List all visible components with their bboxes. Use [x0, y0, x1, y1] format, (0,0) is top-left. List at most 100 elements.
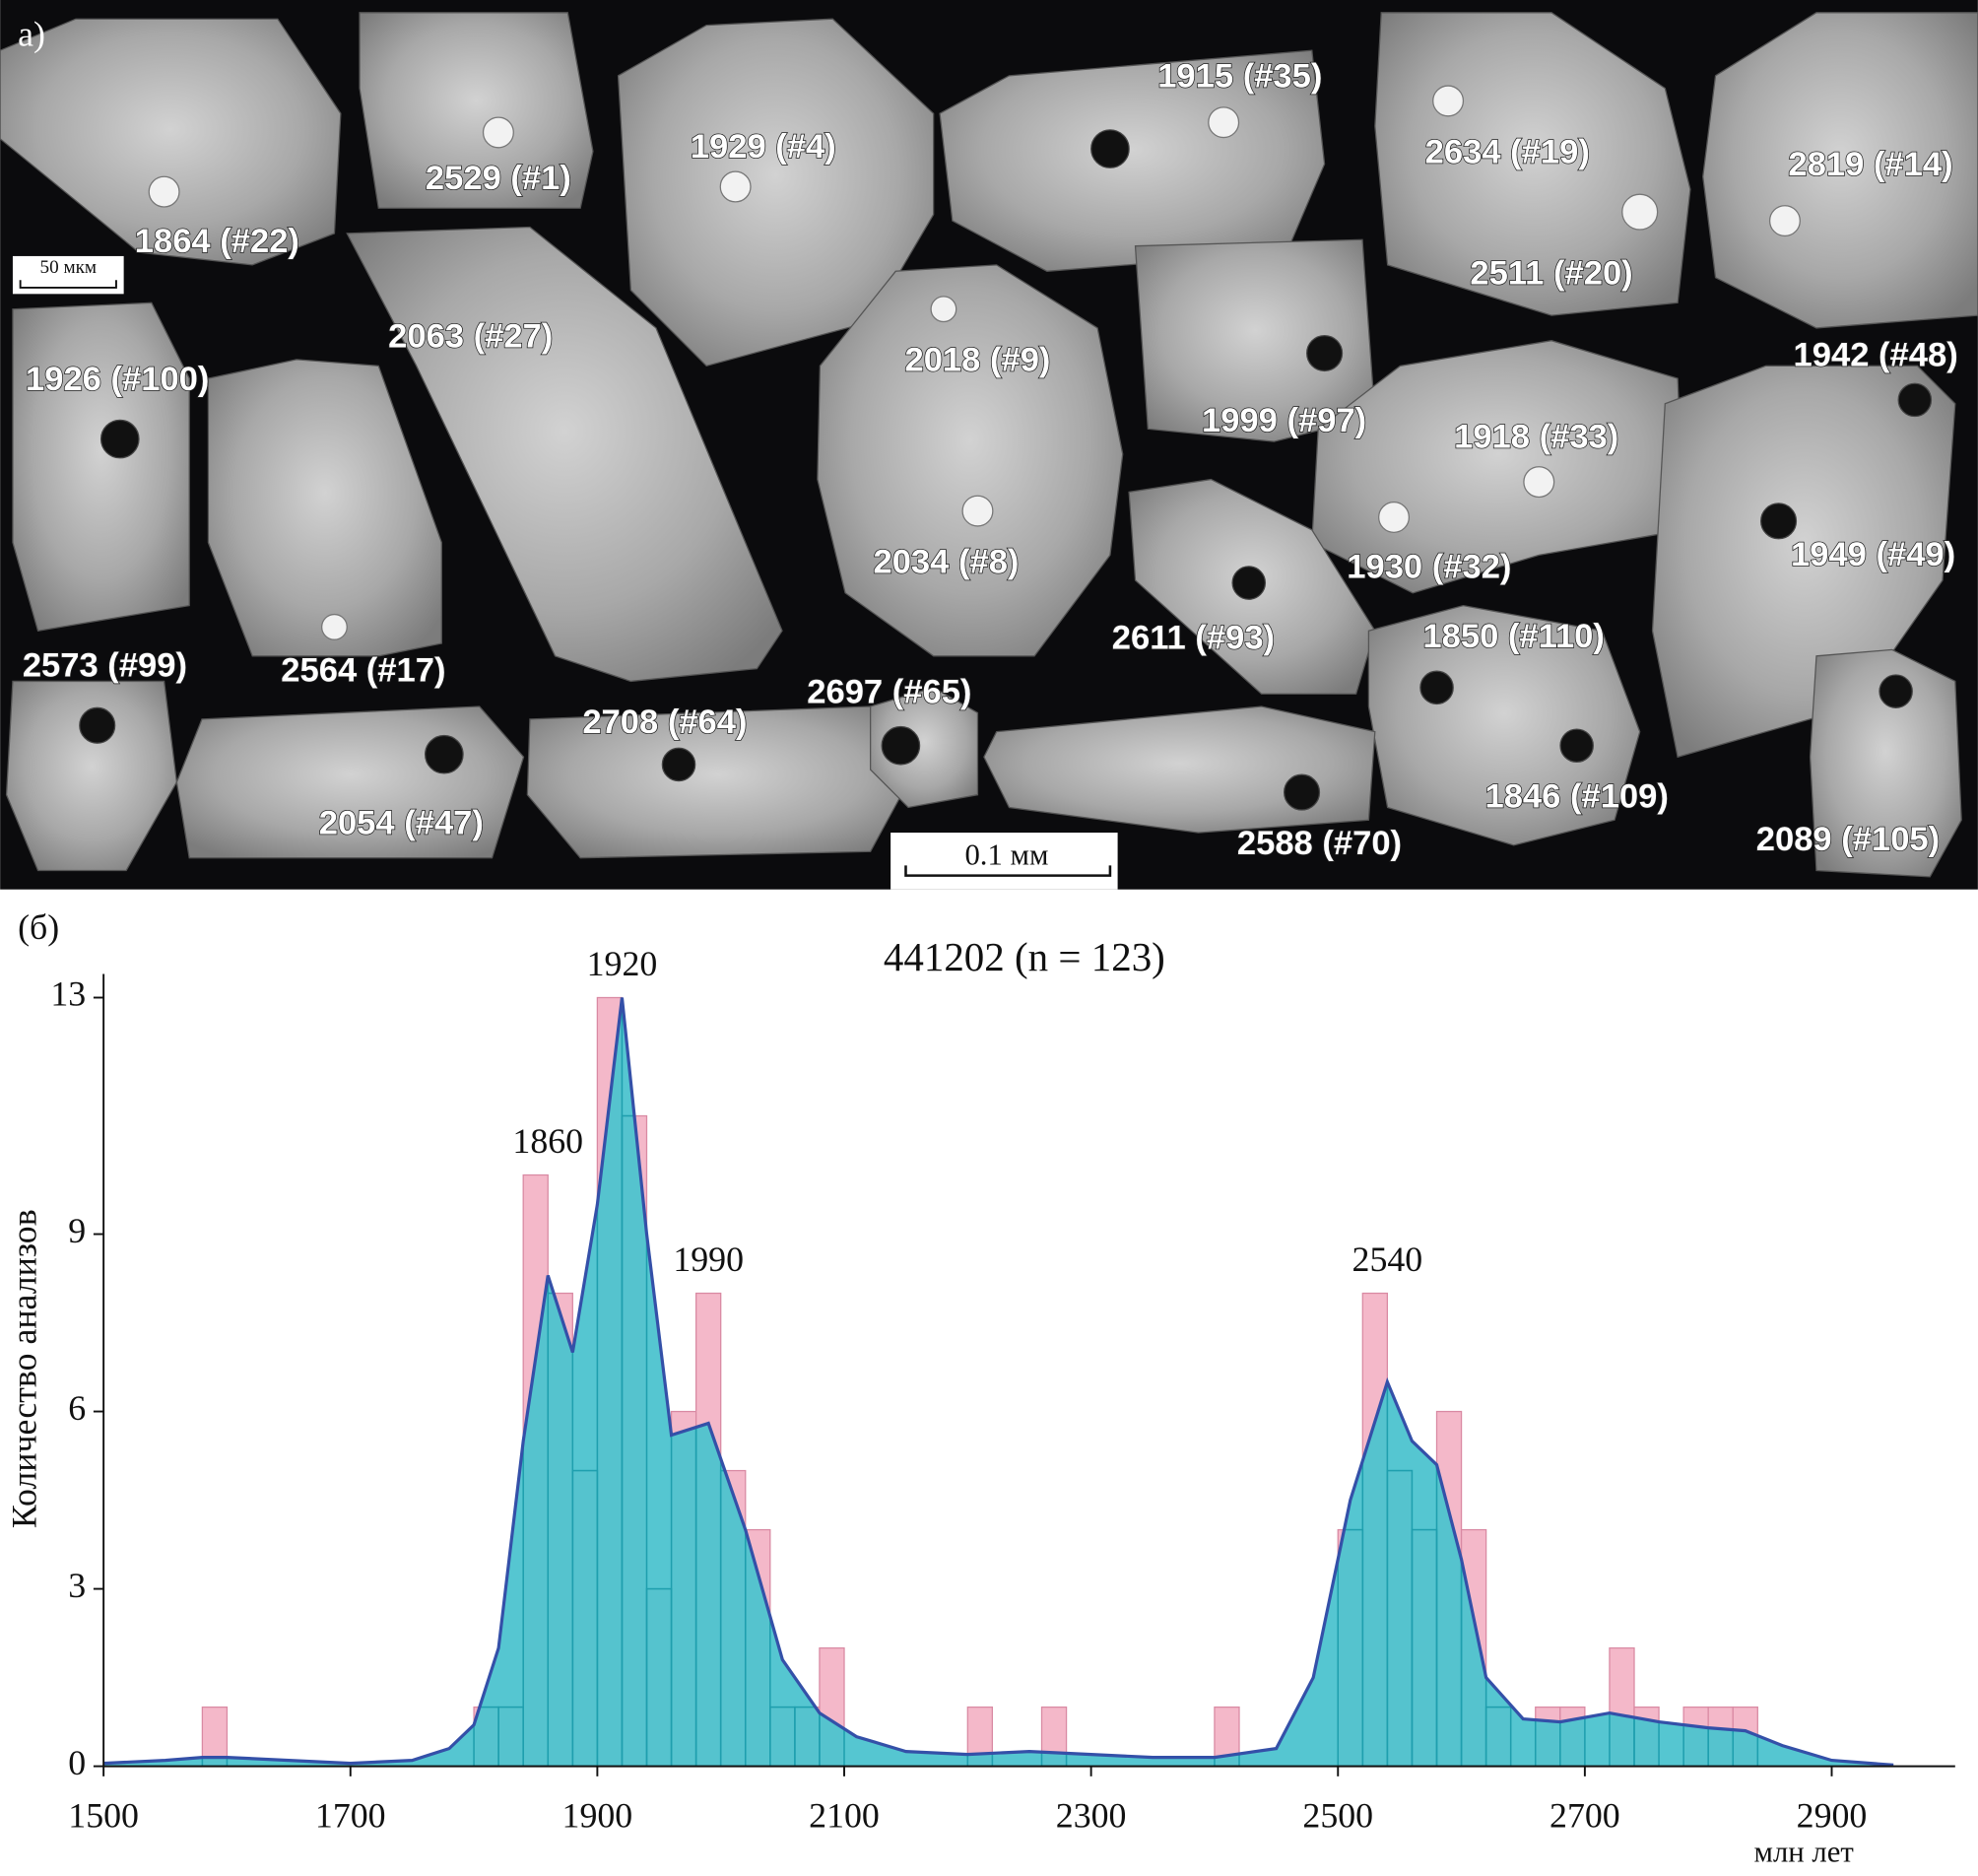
pit — [1419, 670, 1454, 705]
spot — [1523, 466, 1555, 499]
x-tick-label: 2700 — [1549, 1796, 1620, 1836]
y-tick-label: 13 — [50, 974, 86, 1014]
grain — [939, 49, 1326, 272]
pit — [1090, 129, 1130, 168]
grain-label: 2611 (#93) — [1112, 619, 1275, 656]
x-tick-label: 2500 — [1302, 1796, 1373, 1836]
spot — [148, 175, 180, 208]
chart-title: 441202 (n = 123) — [884, 934, 1165, 979]
y-tick-label: 9 — [68, 1211, 86, 1250]
pit — [1231, 566, 1267, 600]
grain — [207, 359, 442, 657]
x-axis-title: млн лет — [1754, 1835, 1854, 1868]
pit — [1283, 773, 1321, 811]
grain-label: 1942 (#48) — [1794, 336, 1958, 373]
spot — [1768, 205, 1801, 237]
y-tick-label: 6 — [68, 1388, 86, 1428]
x-tick-label: 1900 — [562, 1796, 633, 1836]
spot — [719, 170, 752, 203]
grain-label: 2511 (#20) — [1470, 254, 1632, 292]
grain-label: 1846 (#109) — [1484, 778, 1668, 816]
pit — [661, 747, 696, 782]
histogram-panel: (б) 441202 (n = 123) Количество анализов… — [5, 907, 1955, 1868]
grain — [346, 226, 783, 683]
spot — [1378, 501, 1411, 533]
grain — [5, 680, 178, 872]
spot — [961, 495, 994, 527]
grain — [1809, 648, 1962, 878]
grain-label: 1926 (#100) — [26, 361, 209, 398]
pit — [425, 734, 464, 774]
grain — [0, 18, 342, 266]
spot — [930, 296, 957, 323]
grain-label: 2634 (#19) — [1425, 133, 1590, 170]
pit — [1897, 382, 1933, 418]
grain — [617, 18, 935, 368]
scale-bar-box — [890, 833, 1118, 890]
spot — [1208, 106, 1240, 139]
peak-label: 1920 — [587, 944, 658, 983]
grain-labels: 2529 (#1) 1864 (#22) 1929 (#4) 1915 (#35) 26… — [22, 57, 1958, 863]
grain — [869, 687, 979, 809]
grain-label: 2529 (#1) — [426, 160, 571, 197]
scale-bar — [904, 865, 1112, 877]
density-area — [103, 997, 1894, 1767]
pit — [79, 706, 116, 744]
grain-label: 1929 (#4) — [691, 128, 836, 166]
grain — [983, 705, 1376, 834]
grain-label: 1915 (#35) — [1157, 58, 1322, 96]
bright-spots — [148, 85, 1801, 640]
grain-label: 1930 (#32) — [1347, 549, 1511, 586]
y-tick-label: 3 — [68, 1566, 86, 1605]
scale-bar-label: 0.1 мм — [964, 838, 1048, 872]
x-tick-label: 2300 — [1056, 1796, 1127, 1836]
spot — [1621, 193, 1659, 231]
grain-label: 2089 (#105) — [1756, 821, 1940, 858]
x-tick-label: 1700 — [315, 1796, 386, 1836]
x-tick-label: 2900 — [1797, 1796, 1868, 1836]
pit — [881, 725, 921, 766]
grain-label: 2018 (#9) — [904, 342, 1050, 379]
pit — [1559, 728, 1594, 764]
grain-label: 1850 (#110) — [1422, 618, 1605, 655]
pit — [1759, 502, 1798, 540]
spot — [482, 116, 514, 149]
chart-panel-label: (б) — [18, 907, 59, 947]
grain-label: 2819 (#14) — [1788, 146, 1952, 183]
grain-label: 2564 (#17) — [281, 652, 445, 690]
y-axis-title: Количество анализов — [5, 1209, 44, 1528]
grain-label: 2708 (#64) — [582, 704, 747, 741]
photo-panel-label: а) — [18, 15, 45, 54]
grain — [359, 12, 594, 209]
scale-bar-label: 50 мкм — [39, 257, 97, 278]
grain-label: 2054 (#47) — [319, 805, 484, 842]
peak-label: 1990 — [673, 1240, 744, 1279]
density-line — [103, 997, 1894, 1767]
grains — [0, 12, 1978, 878]
grain-label: 2063 (#27) — [388, 317, 553, 355]
grain — [12, 302, 190, 632]
x-tick-label: 2100 — [809, 1796, 880, 1836]
grain-label: 1949 (#49) — [1791, 536, 1955, 573]
grain-label: 2034 (#8) — [873, 543, 1019, 580]
peak-label: 1860 — [512, 1121, 583, 1161]
dark-pits — [79, 129, 1933, 811]
grain-label: 2573 (#99) — [23, 646, 187, 684]
grain — [817, 264, 1124, 657]
grain — [1702, 12, 1978, 329]
grain-label: 2697 (#65) — [807, 673, 971, 710]
grain-label: 2588 (#70) — [1237, 825, 1402, 862]
pit — [1879, 674, 1913, 708]
grain-label: 1864 (#22) — [135, 223, 299, 260]
x-tick-label: 1500 — [68, 1796, 139, 1836]
pit — [99, 419, 140, 459]
photo-panel: а) 50 мкм 0.1 мм 2529 (#1) 1864 (#22) 1929… — [0, 0, 1978, 890]
grain-label: 1999 (#97) — [1202, 402, 1366, 439]
y-tick-label: 0 — [68, 1743, 86, 1782]
density-bins — [201, 997, 1759, 1767]
spot — [321, 613, 348, 640]
grain-label: 1918 (#33) — [1454, 419, 1618, 456]
scale-bar — [19, 280, 117, 289]
pit — [1306, 334, 1344, 372]
